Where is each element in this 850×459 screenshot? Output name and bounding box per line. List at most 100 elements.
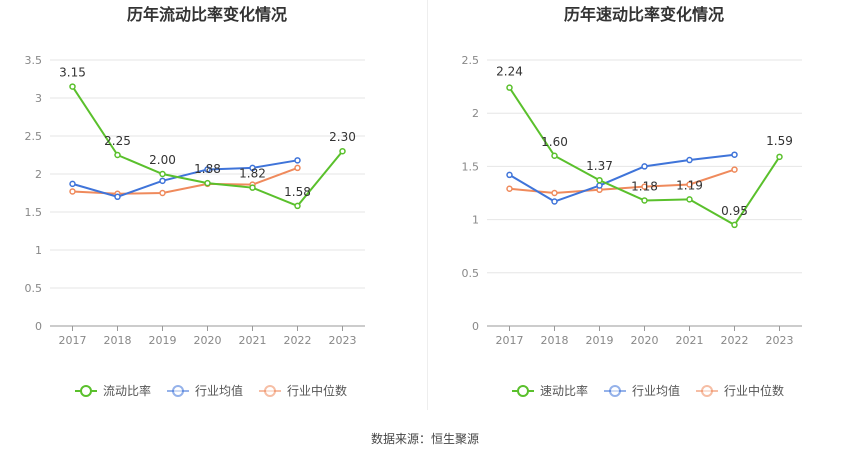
legend-item-1: 速动比率 (512, 383, 588, 398)
x-tick-label: 2023 (766, 334, 794, 347)
data-label: 3.15 (59, 66, 86, 80)
data-point (506, 185, 513, 192)
data-label: 1.18 (631, 179, 658, 193)
x-tick-label: 2020 (194, 334, 222, 347)
y-tick-label: 0 (472, 320, 479, 333)
legend-marker (609, 385, 621, 397)
data-point (551, 189, 558, 197)
data-point (159, 170, 166, 178)
data-label: 2.24 (496, 65, 523, 79)
data-label: 1.59 (766, 134, 793, 148)
legend-label: 行业中位数 (724, 383, 784, 398)
data-point (294, 202, 301, 210)
legend-marker (264, 385, 276, 397)
data-point (114, 151, 121, 159)
series-line-3 (72, 166, 298, 195)
x-tick-label: 2020 (631, 334, 659, 347)
data-point (731, 166, 738, 173)
data-point (551, 198, 558, 205)
data-label: 2.25 (104, 134, 131, 148)
data-label: 1.82 (239, 167, 266, 181)
legend-marker (701, 385, 713, 397)
data-point (686, 156, 693, 164)
legend-marker (517, 385, 529, 397)
data-label: 1.37 (586, 159, 613, 173)
x-tick-label: 2017 (496, 334, 524, 347)
data-point (204, 166, 211, 173)
data-point (159, 177, 166, 185)
legend-label: 行业均值 (632, 383, 680, 398)
legend-item-3: 行业中位数 (696, 383, 784, 398)
data-point (641, 197, 648, 204)
data-point (294, 164, 301, 172)
data-point (159, 189, 166, 197)
data-point (731, 151, 738, 158)
data-point (249, 184, 256, 191)
legend-marker (80, 385, 92, 397)
panel-divider (427, 0, 428, 410)
data-point (686, 181, 693, 188)
legend-item-1: 流动比率 (75, 383, 151, 398)
x-tick-label: 2023 (329, 334, 357, 347)
legend-item-3: 行业中位数 (259, 383, 347, 398)
data-point (69, 83, 76, 90)
y-tick-label: 1.5 (462, 160, 480, 173)
data-point (641, 163, 648, 170)
y-tick-label: 2 (472, 107, 479, 120)
legend-label: 流动比率 (103, 383, 151, 398)
x-tick-label: 2022 (721, 334, 749, 347)
y-tick-label: 1 (472, 214, 479, 227)
data-label: 2.30 (329, 130, 356, 144)
x-tick-label: 2019 (149, 334, 177, 347)
legend-label: 速动比率 (540, 383, 588, 398)
x-tick-label: 2021 (239, 334, 267, 347)
data-point (69, 188, 76, 195)
data-label: 1.58 (284, 185, 311, 199)
y-tick-label: 2.5 (25, 130, 43, 143)
chart-title: 历年流动比率变化情况 (127, 5, 287, 24)
y-tick-label: 0 (35, 320, 42, 333)
data-point (776, 153, 783, 161)
data-label: 1.19 (676, 178, 703, 192)
data-label: 2.00 (149, 153, 176, 167)
legend-label: 行业中位数 (287, 383, 347, 398)
data-point (596, 176, 603, 184)
legend-label: 行业均值 (195, 383, 243, 398)
legend-item-2: 行业均值 (167, 383, 243, 398)
chart-panel-1: 历年流动比率变化情况 0 0.5 1 1.5 2 2.5 3 3.5 2017 2018 2019 20… (25, 5, 365, 398)
x-tick-label: 2022 (284, 334, 312, 347)
series-line-2 (508, 153, 735, 203)
data-point (551, 152, 558, 160)
data-point (69, 180, 76, 188)
data-point (204, 179, 211, 187)
data-point (596, 182, 603, 189)
legend-item-2: 行业均值 (604, 383, 680, 398)
y-tick-label: 1 (35, 244, 42, 257)
data-point (641, 183, 648, 190)
data-point (249, 164, 256, 172)
data-label: 1.88 (194, 162, 221, 176)
data-point (506, 171, 513, 179)
y-tick-label: 2 (35, 168, 42, 181)
series-line-3 (509, 168, 735, 195)
x-tick-label: 2021 (676, 334, 704, 347)
data-point (339, 147, 346, 155)
data-point (294, 157, 301, 164)
data-point (731, 221, 738, 229)
y-tick-label: 2.5 (462, 54, 480, 67)
series-line-2 (72, 159, 298, 198)
data-point (114, 193, 121, 201)
data-label: 1.60 (541, 135, 568, 149)
chart-title: 历年速动比率变化情况 (564, 5, 724, 24)
data-label: 0.95 (721, 204, 748, 218)
legend-marker (172, 385, 184, 397)
y-tick-label: 3 (35, 92, 42, 105)
chart-panel-2: 历年速动比率变化情况 0 0.5 1 1.5 2 2.5 2017 2018 2019 2020 20… (462, 5, 802, 398)
y-tick-label: 0.5 (25, 282, 43, 295)
x-tick-label: 2018 (104, 334, 132, 347)
y-tick-label: 0.5 (462, 267, 480, 280)
x-tick-label: 2017 (59, 334, 87, 347)
data-point (506, 84, 513, 91)
y-tick-label: 3.5 (25, 54, 43, 67)
